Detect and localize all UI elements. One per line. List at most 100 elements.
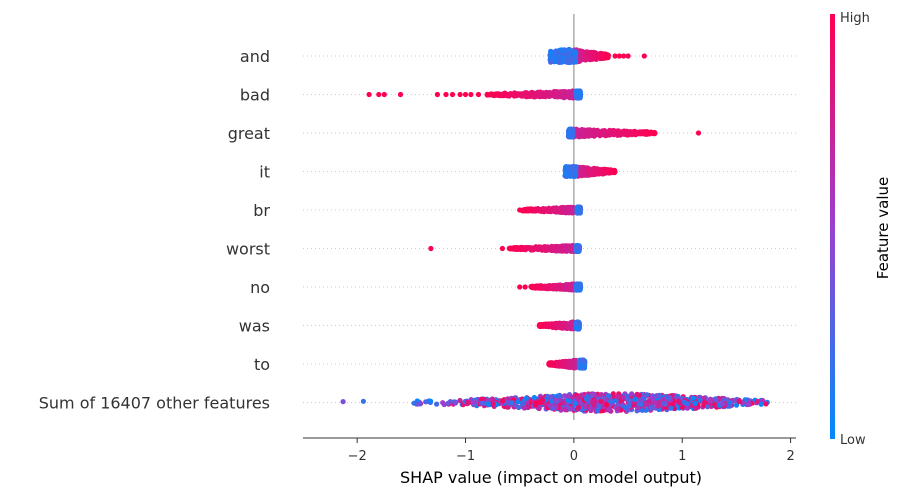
shap-point [561, 205, 568, 211]
shap-point [575, 285, 582, 291]
shap-point [616, 129, 622, 135]
shap-point [547, 322, 554, 328]
shap-point [587, 128, 593, 134]
shap-point [522, 284, 528, 290]
shap-point [597, 55, 604, 62]
shap-point [531, 394, 538, 401]
shap-point [340, 399, 346, 405]
shap-point [551, 52, 558, 59]
shap-point [566, 169, 573, 175]
shap-point [600, 408, 606, 414]
shap-point [574, 320, 581, 326]
shap-point [533, 90, 539, 96]
shap-point [745, 401, 751, 408]
shap-point [475, 91, 482, 98]
shap-point [632, 128, 638, 134]
shap-point [601, 130, 607, 136]
shap-point [588, 53, 594, 59]
shap-point [540, 93, 547, 99]
shap-point [465, 399, 471, 405]
shap-point [580, 51, 587, 58]
shap-point [529, 206, 535, 212]
shap-point [556, 282, 563, 288]
shap-point [542, 206, 548, 212]
shap-point [575, 395, 581, 401]
shap-point [594, 168, 600, 174]
shap-point [693, 405, 699, 411]
shap-point [531, 285, 537, 291]
shap-point [550, 361, 556, 368]
shap-point [635, 405, 641, 411]
shap-point [567, 245, 573, 252]
shap-point [557, 247, 563, 253]
shap-point [499, 245, 505, 252]
shap-point [509, 91, 515, 97]
shap-point [644, 129, 650, 135]
shap-point [381, 91, 387, 98]
shap-point [471, 399, 477, 405]
shap-point [547, 207, 553, 213]
shap-point [453, 400, 459, 406]
shap-point [555, 361, 561, 368]
shap-point [733, 402, 740, 408]
shap-point [500, 398, 506, 404]
shap-point [695, 130, 702, 136]
feature-row-points [517, 204, 583, 216]
shap-point [621, 53, 627, 59]
shap-point [573, 245, 580, 252]
shap-point [521, 207, 527, 213]
feature-row-points [517, 281, 583, 293]
shap-point [629, 391, 635, 397]
feature-row-points [546, 357, 588, 371]
feature-row-points [562, 163, 618, 179]
shap-point [711, 401, 718, 408]
shap-point [579, 126, 585, 133]
shap-point [521, 405, 528, 411]
shap-point [457, 397, 463, 404]
beeswarm-points [340, 46, 770, 414]
shap-point [517, 284, 523, 290]
shap-point [527, 93, 533, 99]
shap-point [577, 94, 583, 100]
shap-point [553, 48, 559, 54]
shap-point [570, 364, 576, 371]
shap-point [561, 321, 568, 327]
shap-point [605, 393, 612, 399]
shap-point [652, 399, 658, 406]
shap-point [462, 91, 469, 98]
shap-point [574, 204, 580, 210]
shap-point [641, 53, 647, 59]
shap-point [588, 170, 594, 176]
shap-point [649, 406, 655, 412]
shap-point [763, 401, 769, 407]
shap-point [457, 91, 463, 98]
shap-point [707, 398, 713, 404]
feature-row-points [366, 88, 584, 101]
shap-point [551, 245, 557, 251]
shap-point [366, 91, 372, 98]
shap-point [606, 407, 612, 413]
shap-point [719, 401, 726, 407]
shap-point [563, 164, 569, 170]
shap-point [758, 401, 764, 407]
shap-point [434, 91, 440, 98]
shap-point [624, 395, 630, 401]
shap-point [638, 129, 644, 135]
shap-point [702, 400, 708, 406]
shap-point [563, 363, 569, 369]
shap-point [590, 391, 596, 397]
feature-row-points [340, 391, 770, 414]
shap-point [566, 46, 572, 53]
shap-point [535, 284, 541, 291]
shap-point [604, 52, 610, 58]
feature-row-points [547, 46, 647, 66]
shap-point [612, 169, 618, 175]
shap-point [563, 282, 570, 288]
shap-point [560, 89, 566, 95]
shap-point [604, 167, 610, 173]
shap-point [580, 363, 586, 369]
shap-point [582, 172, 588, 178]
feature-row-points [428, 243, 582, 254]
shap-point [397, 91, 404, 98]
shap-point [434, 401, 440, 407]
